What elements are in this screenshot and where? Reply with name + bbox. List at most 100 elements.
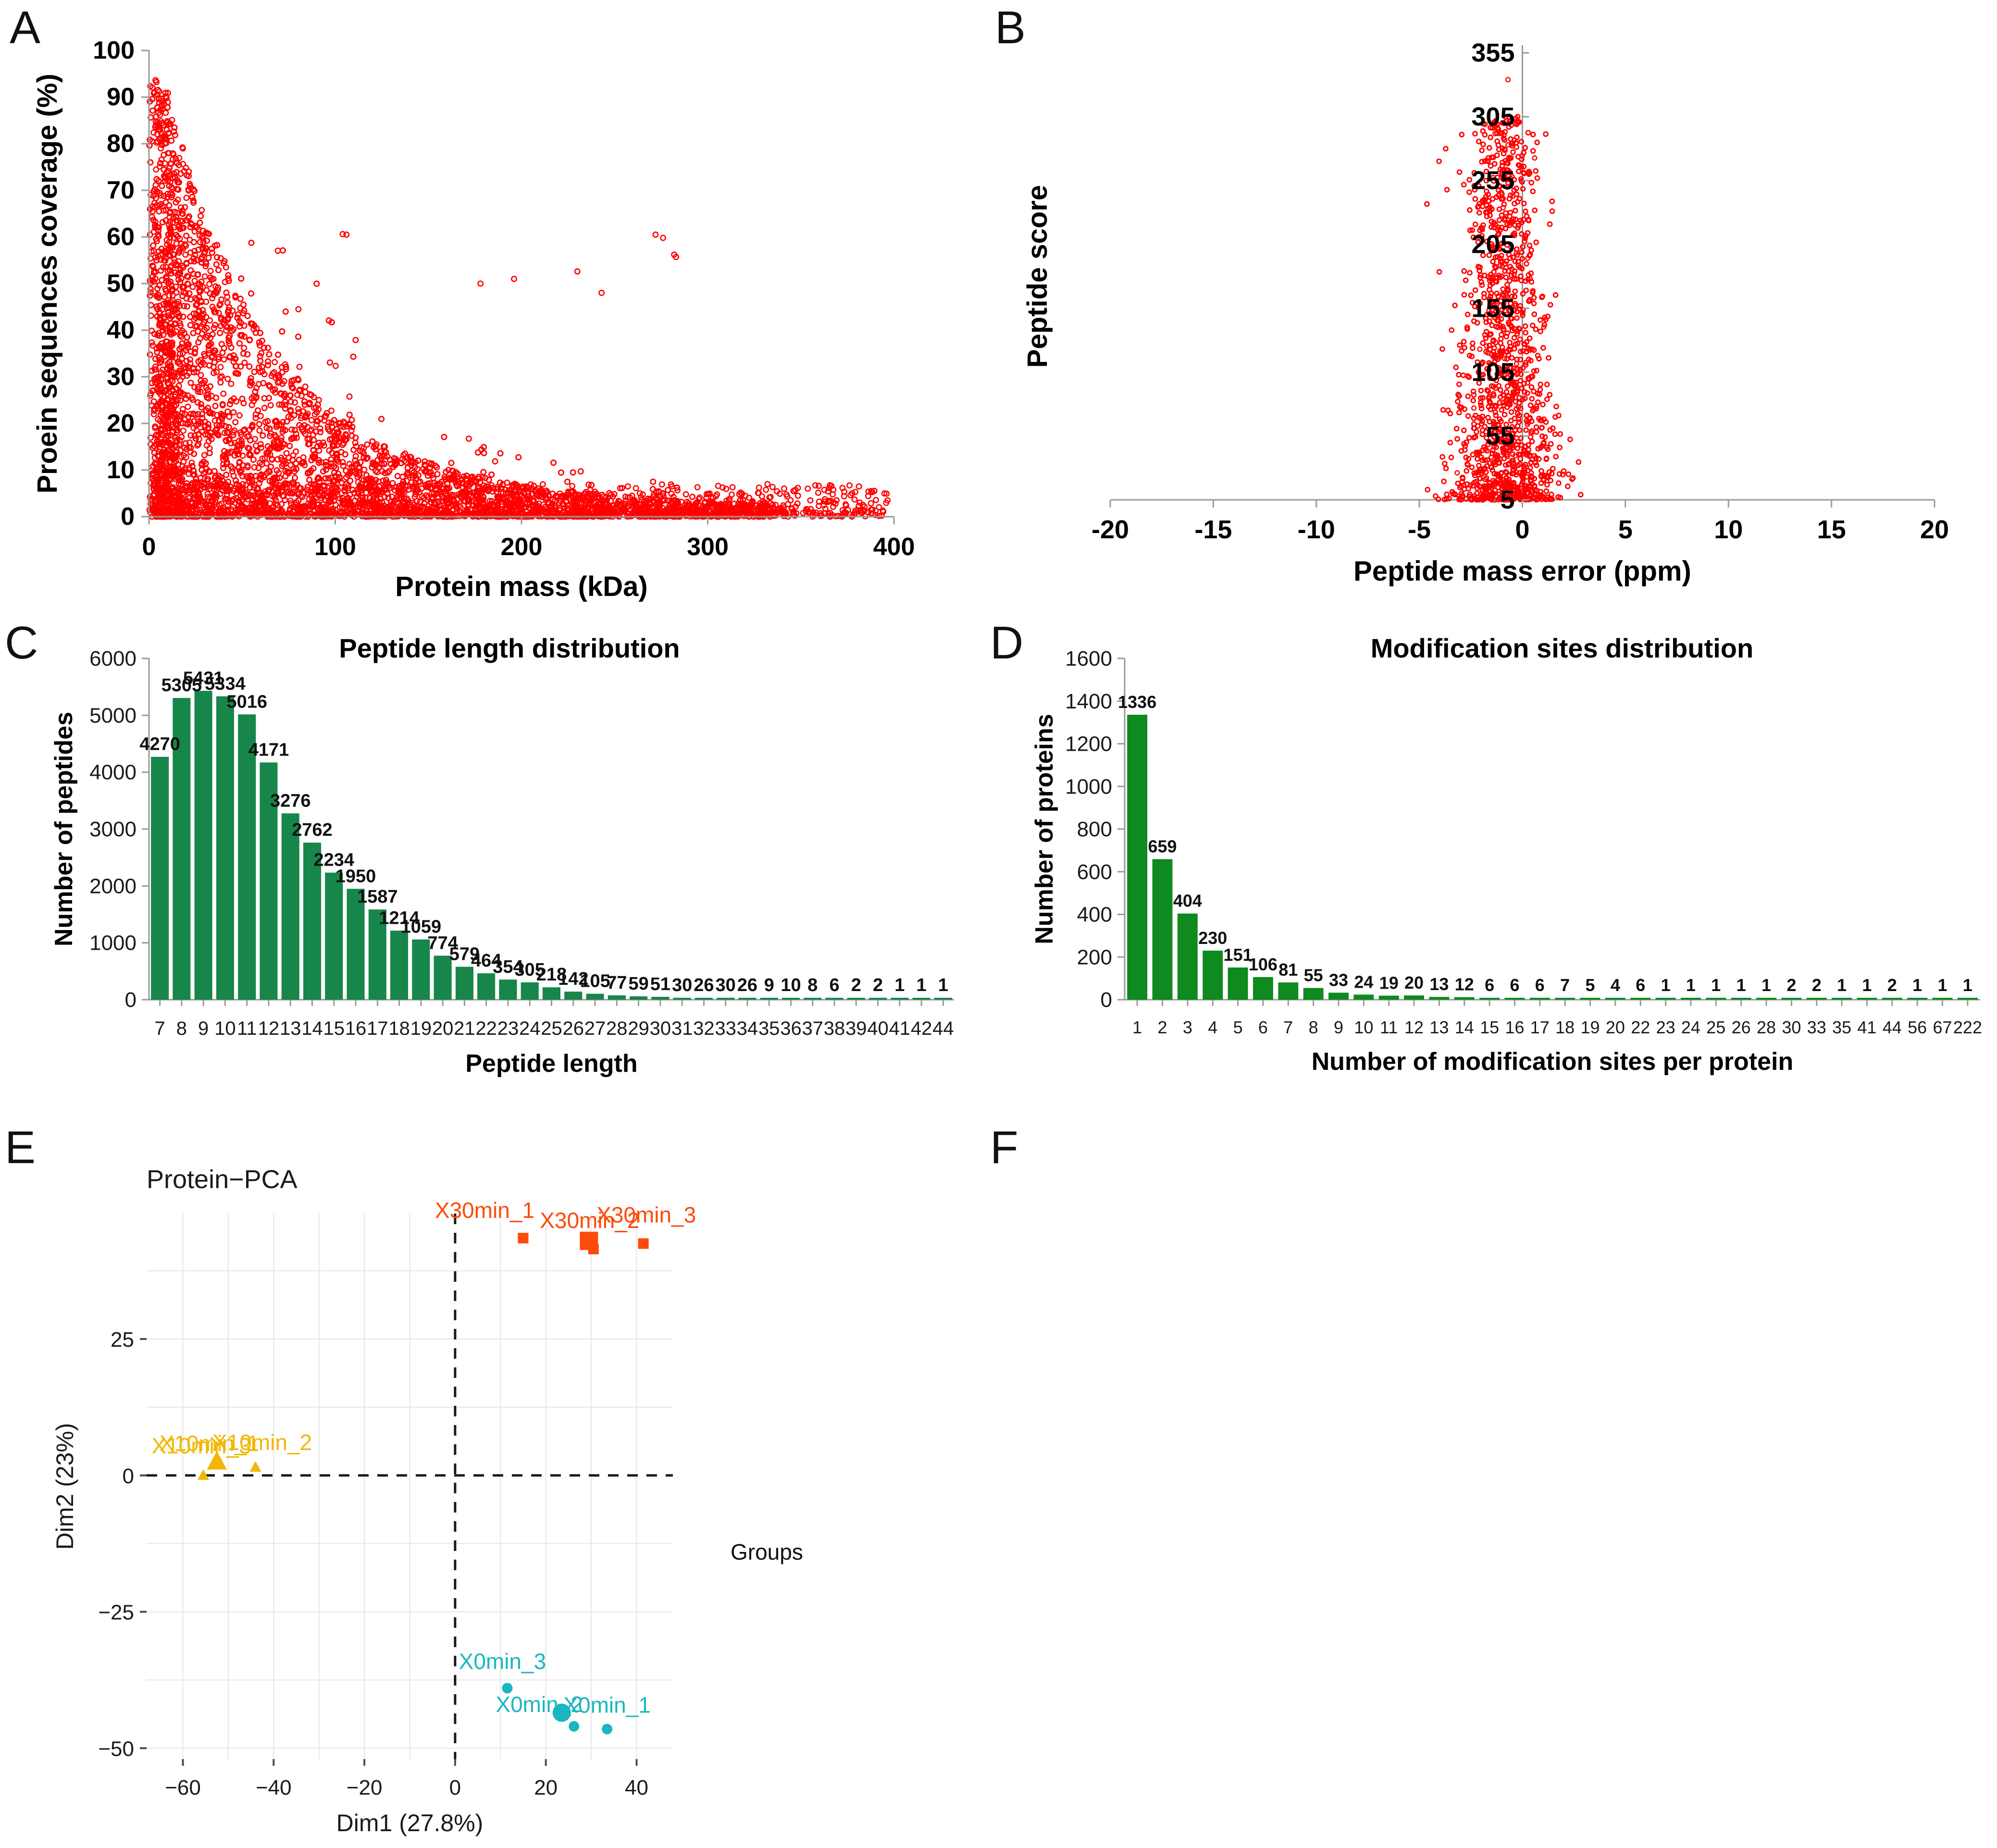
bar [564, 992, 583, 1000]
svgD-xtick: 26 [1732, 1017, 1751, 1037]
svgE-title: Protein−PCA [147, 1165, 298, 1194]
pca-point-label: X10min_3 [151, 1433, 251, 1458]
bar-value-label: 6 [1510, 975, 1519, 995]
svgD-xtick: 28 [1757, 1017, 1776, 1037]
bar [1177, 913, 1198, 1000]
bar-value-label: 151 [1224, 945, 1253, 965]
bar [695, 998, 713, 1000]
bar-value-label: 218 [536, 965, 567, 985]
svgC-ytick: 0 [125, 988, 136, 1012]
panel-b-points [1424, 77, 1584, 503]
bar [216, 696, 234, 1000]
svgE-ytick: 0 [123, 1464, 134, 1488]
bar-value-label: 1 [1737, 975, 1746, 995]
svgD-xlabel: Number of modification sites per protein [1312, 1048, 1794, 1076]
bar [499, 980, 517, 1000]
bar-value-label: 579 [449, 944, 480, 964]
svgD-xtick: 41 [1857, 1017, 1876, 1037]
panel-b-xlabel: Peptide mass error (ppm) [1353, 556, 1691, 587]
panel-f: F [985, 1125, 1997, 1848]
bar [1957, 998, 1978, 1000]
svgD-xtick: 56 [1908, 1017, 1927, 1037]
pca-point-label: X30min_2 [540, 1208, 639, 1233]
bar [1857, 998, 1877, 1000]
svgC-xtick: 31 [671, 1018, 693, 1039]
svgC-xtick: 29 [628, 1018, 649, 1039]
bar-value-label: 1 [1711, 975, 1721, 995]
bar-value-label: 1214 [379, 908, 420, 928]
svgC-xtick: 27 [584, 1018, 606, 1039]
bar-value-label: 1 [1912, 975, 1922, 995]
bar-value-label: 12 [1455, 975, 1474, 994]
bar [891, 998, 909, 1000]
bar-value-label: 464 [471, 951, 501, 971]
bar-value-label: 6 [1535, 975, 1545, 995]
bar [1756, 998, 1776, 1000]
svgC-xtick: 25 [541, 1018, 562, 1039]
panel-a-ytick: 50 [107, 270, 135, 298]
panel-a-ylabel: Proein sequences coverage (%) [32, 74, 63, 494]
bar-value-label: 354 [493, 957, 523, 977]
bar [1228, 967, 1248, 1000]
bar-value-label: 1 [917, 975, 927, 995]
svgD-xtick: 12 [1404, 1017, 1424, 1037]
bar-value-label: 2234 [314, 850, 355, 870]
svgC-ylabel: Number of peptides [50, 712, 78, 946]
bar-value-label: 2 [873, 975, 883, 995]
svgC-xtick: 23 [497, 1018, 519, 1039]
svgD-ytick: 400 [1077, 903, 1112, 927]
bar-value-label: 106 [1249, 955, 1278, 974]
panel-b-xtick: -10 [1298, 515, 1335, 544]
bar [1529, 998, 1550, 1000]
svgD-xtick: 25 [1706, 1017, 1725, 1037]
bar [542, 987, 560, 1000]
pca-point [518, 1233, 529, 1244]
svgD-xtick: 35 [1832, 1017, 1851, 1037]
bar [455, 967, 473, 1000]
bar [194, 691, 212, 1000]
panel-a-points [146, 77, 891, 520]
svgE-xtick: 0 [449, 1776, 461, 1799]
pca-point-label: X30min_1 [435, 1198, 534, 1223]
bar [1882, 998, 1902, 1000]
bar-value-label: 2 [1786, 975, 1796, 995]
svgD-ytick: 1000 [1065, 775, 1112, 798]
panel-b-letter: B [995, 5, 1026, 51]
bar [1253, 977, 1273, 1000]
svgD-xtick: 10 [1354, 1017, 1373, 1037]
bar [738, 998, 757, 1000]
svgC-xtick: 17 [367, 1018, 388, 1039]
bar [1479, 998, 1500, 1000]
svgC-xtick: 41 [889, 1018, 911, 1039]
bar-value-label: 1336 [1118, 692, 1156, 712]
panel-b-ytick: 305 [1471, 102, 1514, 131]
bar [1706, 998, 1726, 1000]
svgD-xtick: 67 [1933, 1017, 1952, 1037]
svgD-xtick: 22 [1631, 1017, 1650, 1037]
svgC-xtick: 40 [867, 1018, 889, 1039]
svgD-ytick: 1400 [1065, 690, 1112, 713]
panel-b-xtick: -20 [1092, 515, 1129, 544]
svgD-bars [1127, 715, 1978, 1000]
bar-value-label: 26 [737, 975, 757, 995]
bar [1605, 998, 1625, 1000]
bar-value-label: 1 [1686, 975, 1696, 995]
pca-point [249, 1461, 261, 1472]
pca-point-label: X10min_2 [212, 1430, 312, 1455]
bar [1555, 998, 1575, 1000]
panel-b-xtick: 10 [1714, 515, 1743, 544]
svgD-title: Modification sites distribution [1371, 633, 1753, 663]
svgD-xtick: 44 [1883, 1017, 1902, 1037]
bar [586, 993, 604, 1000]
bar [1806, 998, 1827, 1000]
bar [825, 998, 843, 1000]
svgC-xtick: 11 [237, 1018, 257, 1039]
panel-c: C 0 1000 2000 3000 4000 5000 6000 7 4270 8 5305 9 54… [0, 620, 971, 1125]
svgC-xtick: 36 [780, 1018, 802, 1039]
pca-point [638, 1238, 649, 1249]
bar-value-label: 305 [515, 960, 545, 980]
svgE-xlabel: Dim1 (27.8%) [336, 1810, 484, 1836]
bar [1655, 998, 1676, 1000]
svgC-xtick: 35 [758, 1018, 780, 1039]
